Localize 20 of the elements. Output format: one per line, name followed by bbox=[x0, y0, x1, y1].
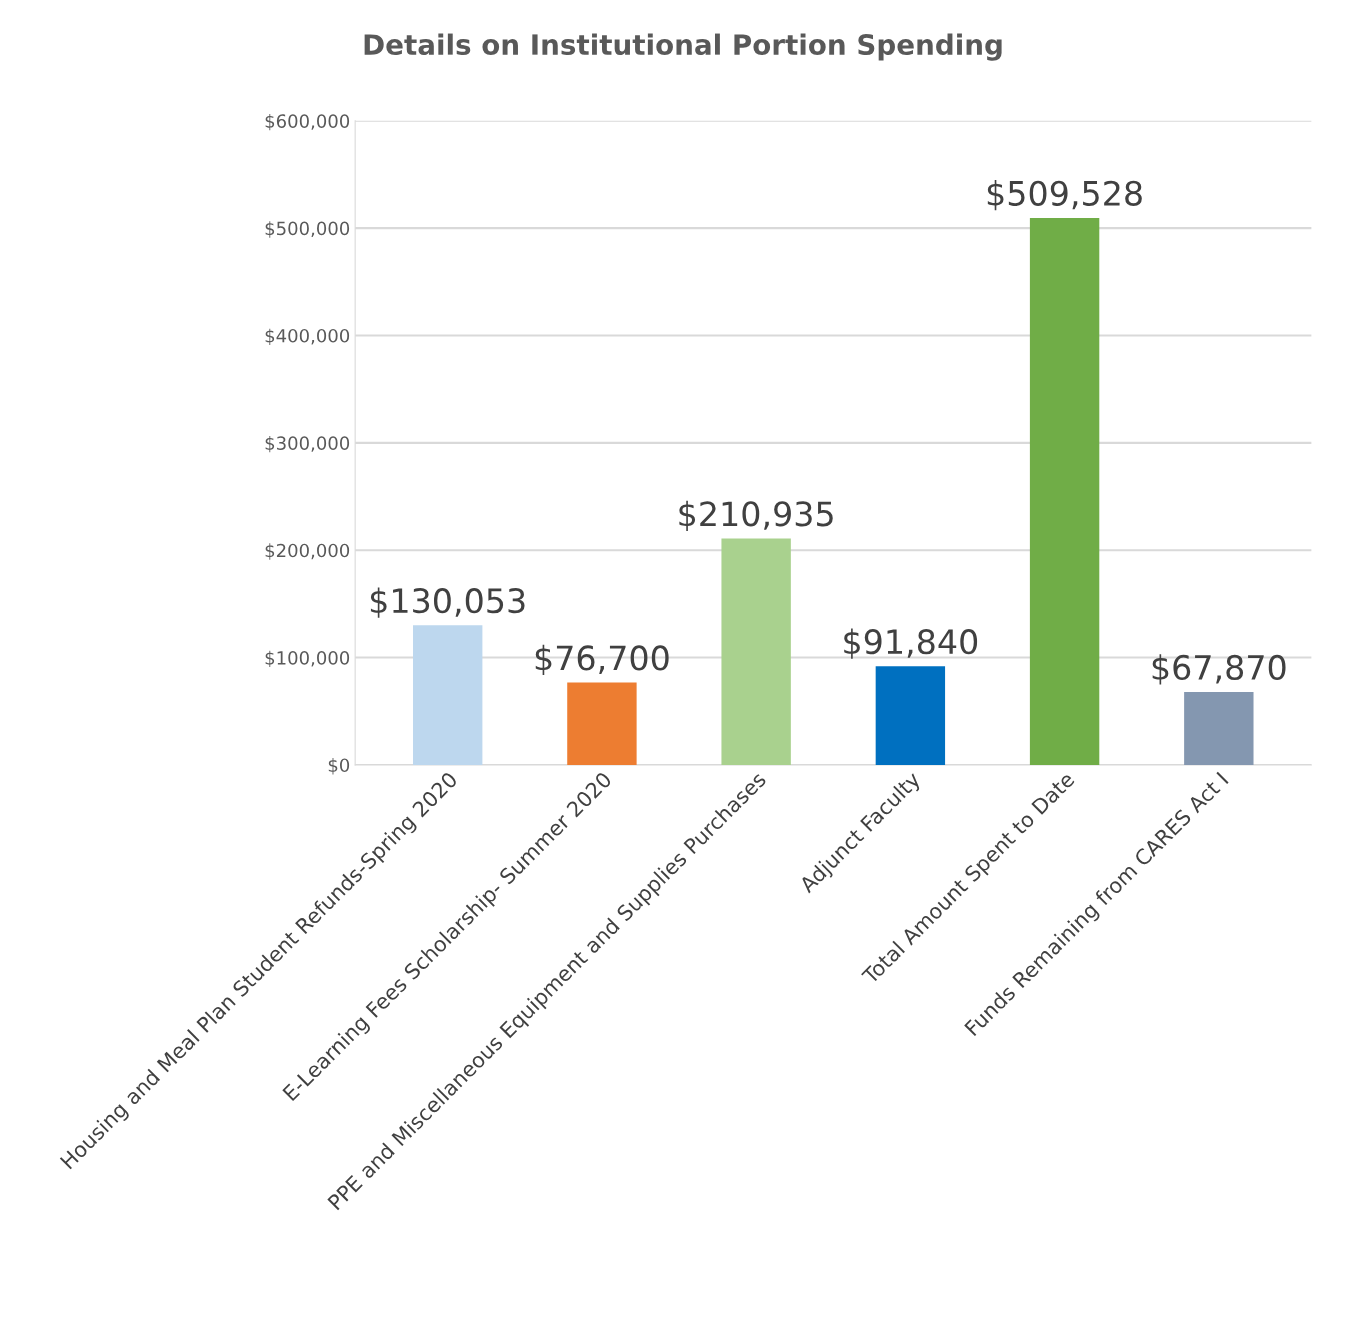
bar bbox=[567, 682, 637, 765]
data-label: $509,528 bbox=[987, 180, 1142, 211]
y-tick-label: $500,000 bbox=[265, 221, 350, 238]
y-tick-label: $300,000 bbox=[265, 436, 350, 453]
data-label: $76,700 bbox=[535, 644, 669, 676]
y-tick-label: $200,000 bbox=[265, 543, 350, 560]
bar bbox=[875, 666, 946, 765]
bar bbox=[412, 625, 483, 765]
chart-title: Details on Institutional Portion Spending bbox=[364, 33, 1002, 61]
y-tick-label: $100,000 bbox=[265, 650, 350, 668]
bar bbox=[1184, 692, 1254, 765]
bar bbox=[721, 538, 791, 765]
data-label: $210,935 bbox=[679, 500, 833, 531]
y-tick-label: $0 bbox=[328, 758, 350, 775]
data-label: $67,870 bbox=[1152, 654, 1286, 685]
y-tick-label: $600,000 bbox=[265, 113, 350, 131]
data-label: $130,053 bbox=[370, 587, 525, 618]
data-label: $91,840 bbox=[844, 628, 978, 659]
bar bbox=[1029, 217, 1100, 765]
y-tick-label: $400,000 bbox=[265, 328, 350, 346]
